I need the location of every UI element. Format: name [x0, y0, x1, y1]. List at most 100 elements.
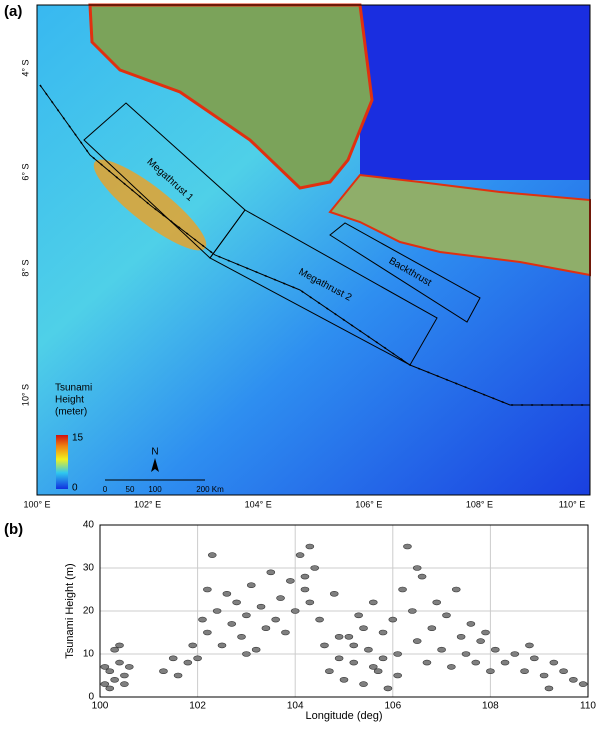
- point: [530, 655, 539, 662]
- scale-label: 0: [103, 485, 108, 494]
- point: [242, 651, 251, 657]
- point: [412, 638, 422, 644]
- point: [300, 573, 310, 580]
- point: [481, 629, 490, 636]
- point: [305, 543, 315, 550]
- point: [578, 681, 588, 687]
- point: [466, 621, 476, 627]
- lon-label: 108° E: [466, 499, 493, 509]
- point: [408, 608, 417, 614]
- colorbar-label: 15: [72, 433, 84, 444]
- sumatra: [88, 3, 374, 190]
- point: [349, 642, 359, 649]
- point: [393, 672, 402, 679]
- point: [251, 646, 261, 653]
- point: [159, 668, 168, 675]
- lon-label: 110° E: [559, 499, 585, 509]
- point: [281, 629, 290, 636]
- x-tick-label: 100: [92, 701, 109, 712]
- point: [339, 676, 349, 683]
- point: [110, 676, 119, 683]
- point: [115, 659, 124, 666]
- point: [417, 573, 427, 580]
- point: [100, 681, 110, 687]
- point: [203, 629, 212, 636]
- point: [378, 655, 388, 662]
- y-axis-label: Tsunami Height (m): [64, 563, 76, 658]
- trench-line: [39, 84, 590, 406]
- scale-label: 50: [126, 485, 135, 494]
- north-label: N: [151, 447, 158, 458]
- x-tick-label: 106: [384, 701, 401, 712]
- point: [334, 655, 344, 662]
- point: [364, 646, 373, 653]
- point: [432, 599, 442, 606]
- x-axis-label: Longitude (deg): [305, 710, 382, 722]
- point: [290, 608, 300, 614]
- y-tick-label: 0: [88, 692, 94, 703]
- point: [442, 612, 451, 619]
- plot-border: [99, 524, 589, 698]
- point: [193, 655, 202, 662]
- point: [203, 586, 212, 593]
- point: [286, 578, 295, 584]
- lat-label: 4° S: [20, 59, 30, 76]
- point: [310, 565, 320, 571]
- point: [120, 681, 129, 687]
- north-arrow: [151, 458, 159, 472]
- point: [124, 664, 134, 670]
- point: [486, 668, 495, 675]
- point: [373, 668, 383, 675]
- point: [569, 676, 578, 683]
- point: [398, 586, 407, 593]
- y-tick-label: 40: [83, 520, 95, 531]
- point: [237, 633, 246, 640]
- x-tick-label: 108: [482, 701, 499, 712]
- java-sea: [360, 5, 590, 180]
- point: [451, 586, 461, 593]
- colorbar: [56, 435, 68, 489]
- point: [368, 664, 378, 670]
- point: [222, 590, 232, 597]
- point: [525, 642, 534, 649]
- point: [232, 599, 241, 606]
- point: [120, 672, 129, 679]
- point: [500, 659, 510, 666]
- point: [510, 651, 520, 657]
- point: [378, 629, 388, 636]
- point: [461, 651, 471, 657]
- point: [110, 646, 119, 653]
- point: [359, 681, 368, 687]
- point: [320, 642, 329, 649]
- lon-label: 104° E: [245, 499, 272, 509]
- point: [383, 685, 393, 692]
- point: [359, 625, 368, 632]
- scale-label: 200 Km: [196, 485, 224, 494]
- point: [207, 552, 217, 558]
- panel-label: (b): [4, 521, 23, 538]
- lat-label: 10° S: [20, 384, 30, 406]
- point: [334, 633, 344, 640]
- y-tick-label: 20: [83, 606, 95, 617]
- colorbar-label: 0: [72, 483, 78, 494]
- x-tick-label: 110: [580, 701, 596, 712]
- point: [412, 565, 422, 571]
- point: [447, 664, 456, 670]
- point: [368, 599, 378, 606]
- point: [559, 668, 568, 675]
- lon-label: 102° E: [134, 499, 161, 509]
- legend-title: (meter): [55, 407, 87, 418]
- point: [266, 569, 276, 576]
- point: [271, 616, 280, 623]
- panel-label: (a): [4, 3, 22, 20]
- point: [437, 646, 446, 653]
- point: [520, 668, 529, 675]
- point: [242, 612, 251, 619]
- x-tick-label: 104: [287, 701, 304, 712]
- zone-box: [329, 222, 481, 323]
- point: [188, 642, 198, 649]
- point: [344, 633, 354, 640]
- point: [115, 642, 124, 649]
- lat-label: 8° S: [20, 259, 30, 276]
